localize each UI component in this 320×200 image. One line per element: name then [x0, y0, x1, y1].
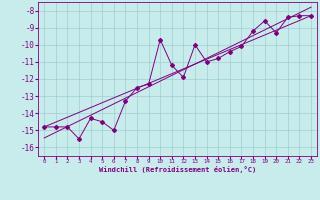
X-axis label: Windchill (Refroidissement éolien,°C): Windchill (Refroidissement éolien,°C) [99, 166, 256, 173]
